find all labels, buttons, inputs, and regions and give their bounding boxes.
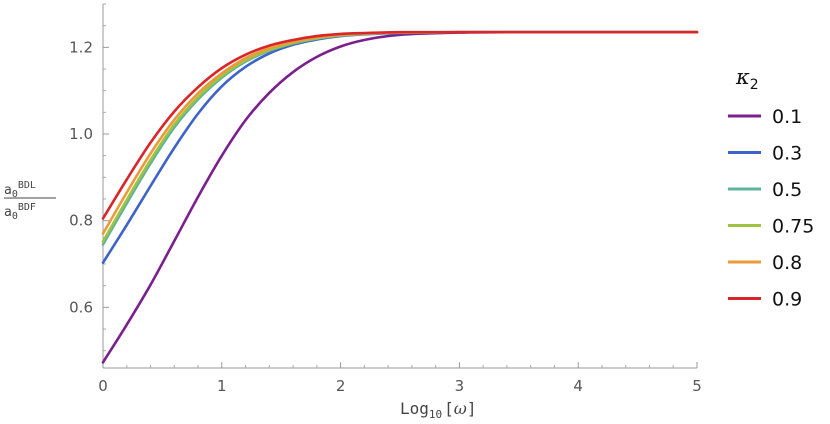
y-tick-label: 1.0 bbox=[69, 125, 93, 143]
y-tick-label: 0.8 bbox=[69, 212, 93, 230]
x-tick-label: 1 bbox=[217, 377, 227, 395]
legend-label: 0.5 bbox=[772, 179, 802, 201]
x-tick-label: 0 bbox=[98, 377, 108, 395]
series-line-0.9 bbox=[101, 30, 699, 220]
y-axis-title-denominator-subscript: 0 bbox=[12, 211, 18, 222]
series-line-0.8 bbox=[101, 30, 699, 235]
legend-items: 0.1 0.3 0.5 0.75 0.8 0.9 bbox=[728, 106, 814, 311]
legend-label: 0.9 bbox=[772, 289, 802, 311]
x-axis-title-open-bracket: [ bbox=[444, 399, 454, 418]
legend-label: 0.75 bbox=[772, 216, 814, 238]
x-axis-title: Log10 [ω] bbox=[400, 399, 476, 421]
legend-label: 0.8 bbox=[772, 252, 802, 274]
x-tick-label: 2 bbox=[336, 377, 346, 395]
y-axis-title-numerator-base: a bbox=[4, 183, 12, 198]
legend-title-symbol: κ bbox=[735, 65, 750, 89]
y-axis-title: a0BDL a0BDF bbox=[4, 180, 56, 222]
y-axis-title-numerator-subscript: 0 bbox=[12, 189, 18, 200]
y-axis-title-numerator-superscript: BDL bbox=[18, 180, 36, 191]
legend: κ2 0.1 0.3 0.5 0.75 0.8 0.9 bbox=[728, 65, 814, 311]
x-axis-title-variable: ω bbox=[454, 399, 467, 418]
legend-title: κ2 bbox=[735, 65, 759, 93]
x-axis-title-subscript: 10 bbox=[429, 408, 442, 421]
series-line-0.3 bbox=[101, 30, 699, 264]
y-tick-label: 1.2 bbox=[69, 38, 93, 56]
legend-label: 0.3 bbox=[772, 143, 802, 165]
series-line-0.1 bbox=[101, 30, 699, 364]
x-axis-title-close-bracket: ] bbox=[467, 399, 477, 418]
x-axis-ticks: 0 1 2 3 4 5 bbox=[98, 362, 702, 395]
y-tick-label: 0.6 bbox=[69, 298, 93, 316]
x-tick-label: 5 bbox=[692, 377, 702, 395]
axes bbox=[102, 4, 697, 369]
y-axis-title-denominator-superscript: BDF bbox=[18, 202, 36, 213]
x-tick-label: 4 bbox=[573, 377, 583, 395]
legend-title-subscript: 2 bbox=[750, 77, 759, 93]
x-tick-label: 3 bbox=[455, 377, 465, 395]
series-line-0.5 bbox=[101, 30, 699, 246]
series-lines bbox=[101, 30, 699, 364]
y-axis-ticks: 0.6 0.8 1.0 1.2 bbox=[69, 3, 109, 352]
legend-label: 0.1 bbox=[772, 106, 802, 128]
x-axis-title-text: Log bbox=[400, 399, 429, 418]
y-axis-title-numerator: a0BDL bbox=[4, 180, 36, 200]
y-axis-title-denominator-base: a bbox=[4, 205, 12, 220]
y-axis-title-denominator: a0BDF bbox=[4, 202, 36, 222]
